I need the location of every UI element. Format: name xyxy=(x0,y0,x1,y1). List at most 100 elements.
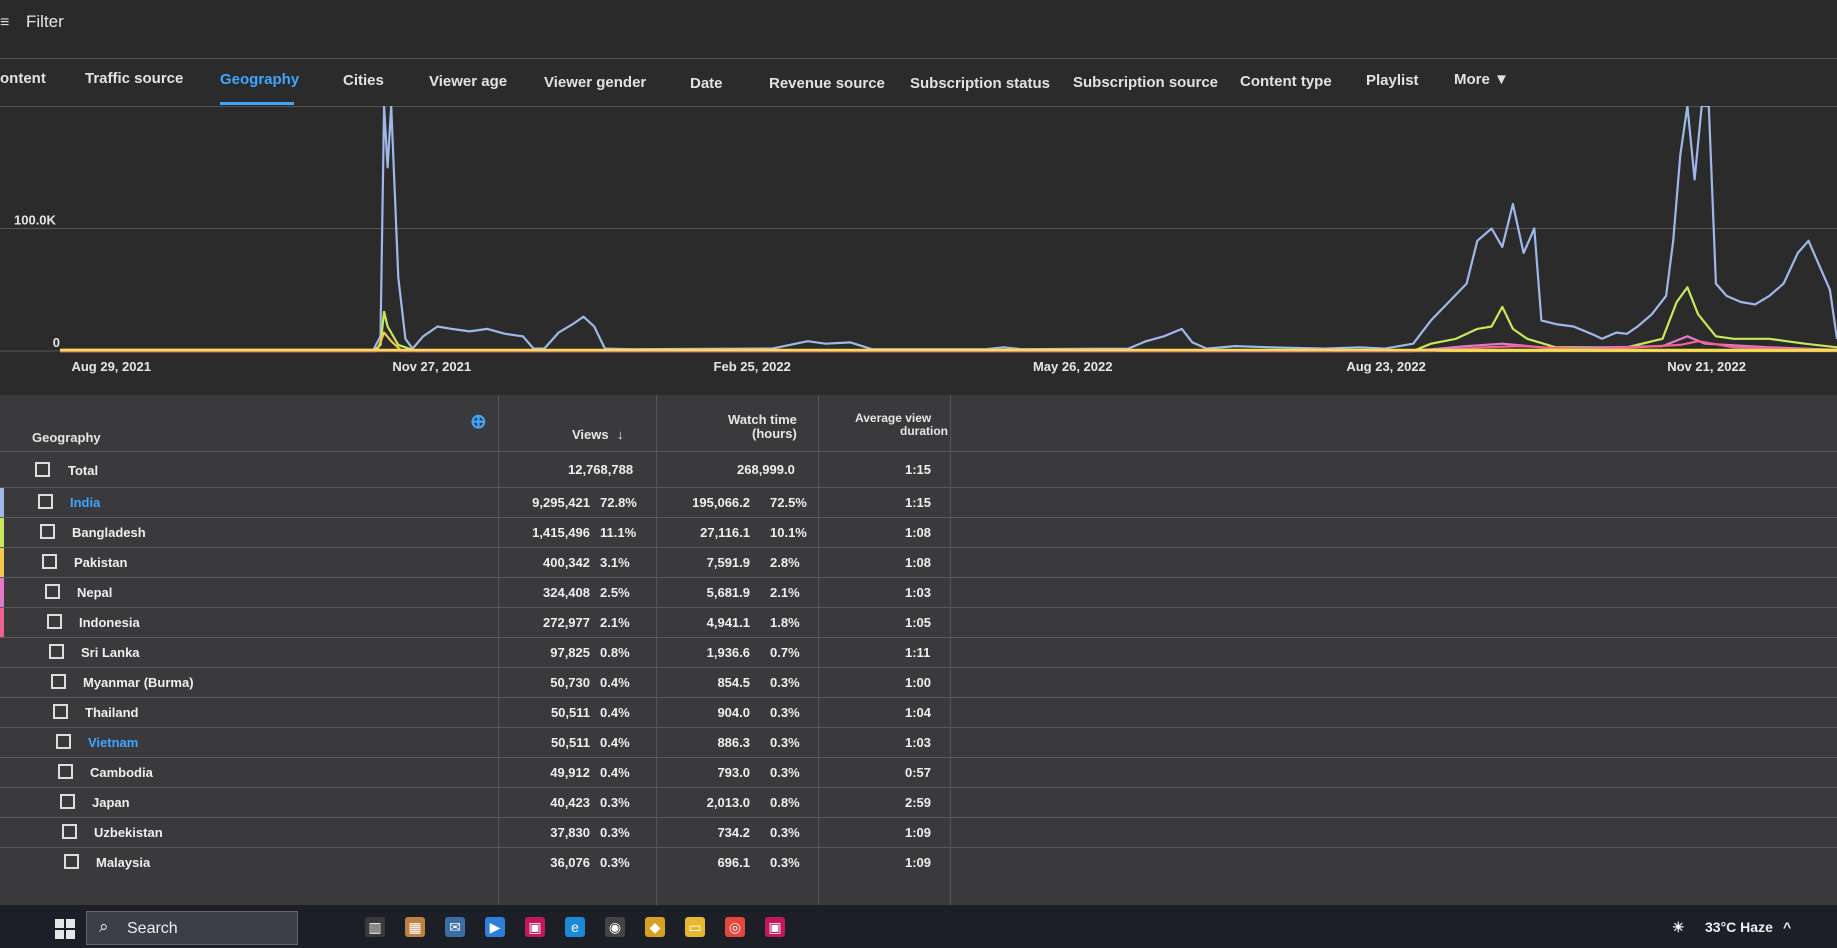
row-checkbox[interactable] xyxy=(56,734,71,749)
x-tick-label: Nov 27, 2021 xyxy=(392,359,471,374)
app-icon[interactable]: ▣ xyxy=(525,917,545,937)
github-icon[interactable]: ◉ xyxy=(605,917,625,937)
windows-taskbar: ⌕ Search ▥ ▦ ✉ ▶ ▣ e ◉ ◆ ▭ ◎ ▣ ☀ 33°C Haze ^ xyxy=(0,905,1837,948)
table-row[interactable]: Myanmar (Burma) 50,730 0.4% 854.5 0.3% 1:00 xyxy=(0,667,1837,698)
country-name[interactable]: Thailand xyxy=(85,705,139,720)
column-divider xyxy=(818,395,819,905)
add-metric-icon[interactable]: ⊕ xyxy=(470,411,487,433)
country-name[interactable]: Vietnam xyxy=(88,735,139,750)
series-color-bar xyxy=(0,488,4,518)
row-checkbox[interactable] xyxy=(58,764,73,779)
tab-more[interactable]: More ▼ xyxy=(1454,71,1509,88)
table-row[interactable]: Uzbekistan 37,830 0.3% 734.2 0.3% 1:09 xyxy=(0,817,1837,848)
country-name[interactable]: Malaysia xyxy=(96,855,151,870)
table-row[interactable]: Pakistan 400,342 3.1% 7,591.9 2.8% 1:08 xyxy=(0,547,1837,578)
avg-duration-value: 1:15 xyxy=(905,495,932,510)
views-percent: 2.1% xyxy=(600,615,630,630)
filter-label[interactable]: Filter xyxy=(26,12,64,31)
row-checkbox[interactable] xyxy=(40,524,55,539)
row-checkbox[interactable] xyxy=(64,854,79,869)
windows-start-icon[interactable] xyxy=(55,919,75,939)
tab-revenue-source[interactable]: Revenue source xyxy=(769,75,885,92)
total-views: 12,768,788 xyxy=(568,462,634,477)
views-value: 400,342 xyxy=(543,555,590,570)
task-view-icon[interactable]: ▥ xyxy=(365,917,385,937)
row-checkbox[interactable] xyxy=(62,824,77,839)
watch-time-value: 734.2 xyxy=(717,825,750,840)
row-checkbox[interactable] xyxy=(42,554,57,569)
table-row[interactable]: Malaysia 36,076 0.3% 696.1 0.3% 1:09 xyxy=(0,847,1837,878)
table-row[interactable]: India 9,295,421 72.8% 195,066.2 72.5% 1:15 xyxy=(0,487,1837,518)
header-watch-time[interactable]: Watch time xyxy=(728,412,797,427)
watch-time-percent: 0.3% xyxy=(770,765,800,780)
watch-time-percent: 0.3% xyxy=(770,675,800,690)
country-name[interactable]: Pakistan xyxy=(74,555,128,570)
tab-traffic-source[interactable]: Traffic source xyxy=(85,70,184,87)
analytics-tabs: ontent Traffic source Geography Cities V… xyxy=(0,62,1837,107)
country-name[interactable]: Bangladesh xyxy=(72,525,146,540)
header-avg-duration[interactable]: Average view xyxy=(855,411,932,425)
country-name[interactable]: Sri Lanka xyxy=(81,645,140,660)
row-checkbox[interactable] xyxy=(53,704,68,719)
tab-viewer-gender[interactable]: Viewer gender xyxy=(544,74,647,91)
sort-down-icon[interactable]: ↓ xyxy=(617,427,624,442)
header-views[interactable]: Views xyxy=(572,427,609,442)
weather-icon[interactable]: ☀ xyxy=(1672,919,1685,935)
table-row[interactable]: Vietnam 50,511 0.4% 886.3 0.3% 1:03 xyxy=(0,727,1837,758)
tab-date[interactable]: Date xyxy=(690,75,723,92)
tab-content-type[interactable]: Content type xyxy=(1240,73,1332,90)
views-percent: 11.1% xyxy=(600,525,637,540)
tab-subscription-source[interactable]: Subscription source xyxy=(1073,74,1219,91)
filter-icon[interactable]: ≡ xyxy=(0,14,10,31)
avg-duration-value: 1:08 xyxy=(905,525,932,540)
country-name[interactable]: Japan xyxy=(92,795,130,810)
row-checkbox[interactable] xyxy=(38,494,53,509)
row-checkbox[interactable] xyxy=(51,674,66,689)
tab-playlist[interactable]: Playlist xyxy=(1366,72,1419,89)
media-icon[interactable]: ▶ xyxy=(485,917,505,937)
tray-chevron-icon[interactable]: ^ xyxy=(1783,919,1792,935)
row-checkbox[interactable] xyxy=(45,584,60,599)
series-color-bar xyxy=(0,578,4,608)
mail-icon[interactable]: ✉ xyxy=(445,917,465,937)
calculator-icon[interactable]: ▦ xyxy=(405,917,425,937)
views-percent: 0.3% xyxy=(600,825,630,840)
table-row[interactable]: Thailand 50,511 0.4% 904.0 0.3% 1:04 xyxy=(0,697,1837,728)
views-value: 97,825 xyxy=(550,645,590,660)
search-icon: ⌕ xyxy=(99,917,109,936)
tab-content[interactable]: ontent xyxy=(0,70,46,87)
country-name[interactable]: Indonesia xyxy=(79,615,140,630)
row-checkbox[interactable] xyxy=(47,614,62,629)
weather-text[interactable]: 33°C Haze xyxy=(1705,919,1773,935)
views-percent: 72.8% xyxy=(600,495,637,510)
watch-time-value: 27,116.1 xyxy=(700,525,750,540)
row-checkbox[interactable] xyxy=(49,644,64,659)
country-name[interactable]: Uzbekistan xyxy=(94,825,163,840)
app2-icon[interactable]: ▣ xyxy=(765,917,785,937)
tab-cities[interactable]: Cities xyxy=(343,72,384,89)
row-checkbox[interactable] xyxy=(60,794,75,809)
dropbox-icon[interactable]: ◆ xyxy=(645,917,665,937)
folder-icon[interactable]: ▭ xyxy=(685,917,705,937)
tab-subscription-status[interactable]: Subscription status xyxy=(910,75,1051,92)
country-name[interactable]: Cambodia xyxy=(90,765,153,780)
edge-icon[interactable]: e xyxy=(565,917,585,937)
watch-time-percent: 1.8% xyxy=(770,615,800,630)
table-row[interactable]: Nepal 324,408 2.5% 5,681.9 2.1% 1:03 xyxy=(0,577,1837,608)
views-percent: 0.4% xyxy=(600,735,630,750)
taskbar-search[interactable]: ⌕ Search xyxy=(86,911,298,945)
country-name[interactable]: India xyxy=(70,495,101,510)
header-geography[interactable]: Geography xyxy=(32,430,101,445)
tab-viewer-age[interactable]: Viewer age xyxy=(429,73,508,90)
chrome-icon[interactable]: ◎ xyxy=(725,917,745,937)
table-row[interactable]: Sri Lanka 97,825 0.8% 1,936.6 0.7% 1:11 xyxy=(0,637,1837,668)
views-value: 50,511 xyxy=(550,705,590,720)
country-name[interactable]: Nepal xyxy=(77,585,113,600)
table-row[interactable]: Bangladesh 1,415,496 11.1% 27,116.1 10.1% 1:0… xyxy=(0,517,1837,548)
table-row[interactable]: Cambodia 49,912 0.4% 793.0 0.3% 0:57 xyxy=(0,757,1837,788)
table-row[interactable]: Indonesia 272,977 2.1% 4,941.1 1.8% 1:05 xyxy=(0,607,1837,638)
country-name[interactable]: Myanmar (Burma) xyxy=(83,675,194,690)
tab-geography[interactable]: Geography xyxy=(220,71,300,88)
total-checkbox[interactable] xyxy=(35,462,50,477)
table-row[interactable]: Japan 40,423 0.3% 2,013.0 0.8% 2:59 xyxy=(0,787,1837,818)
